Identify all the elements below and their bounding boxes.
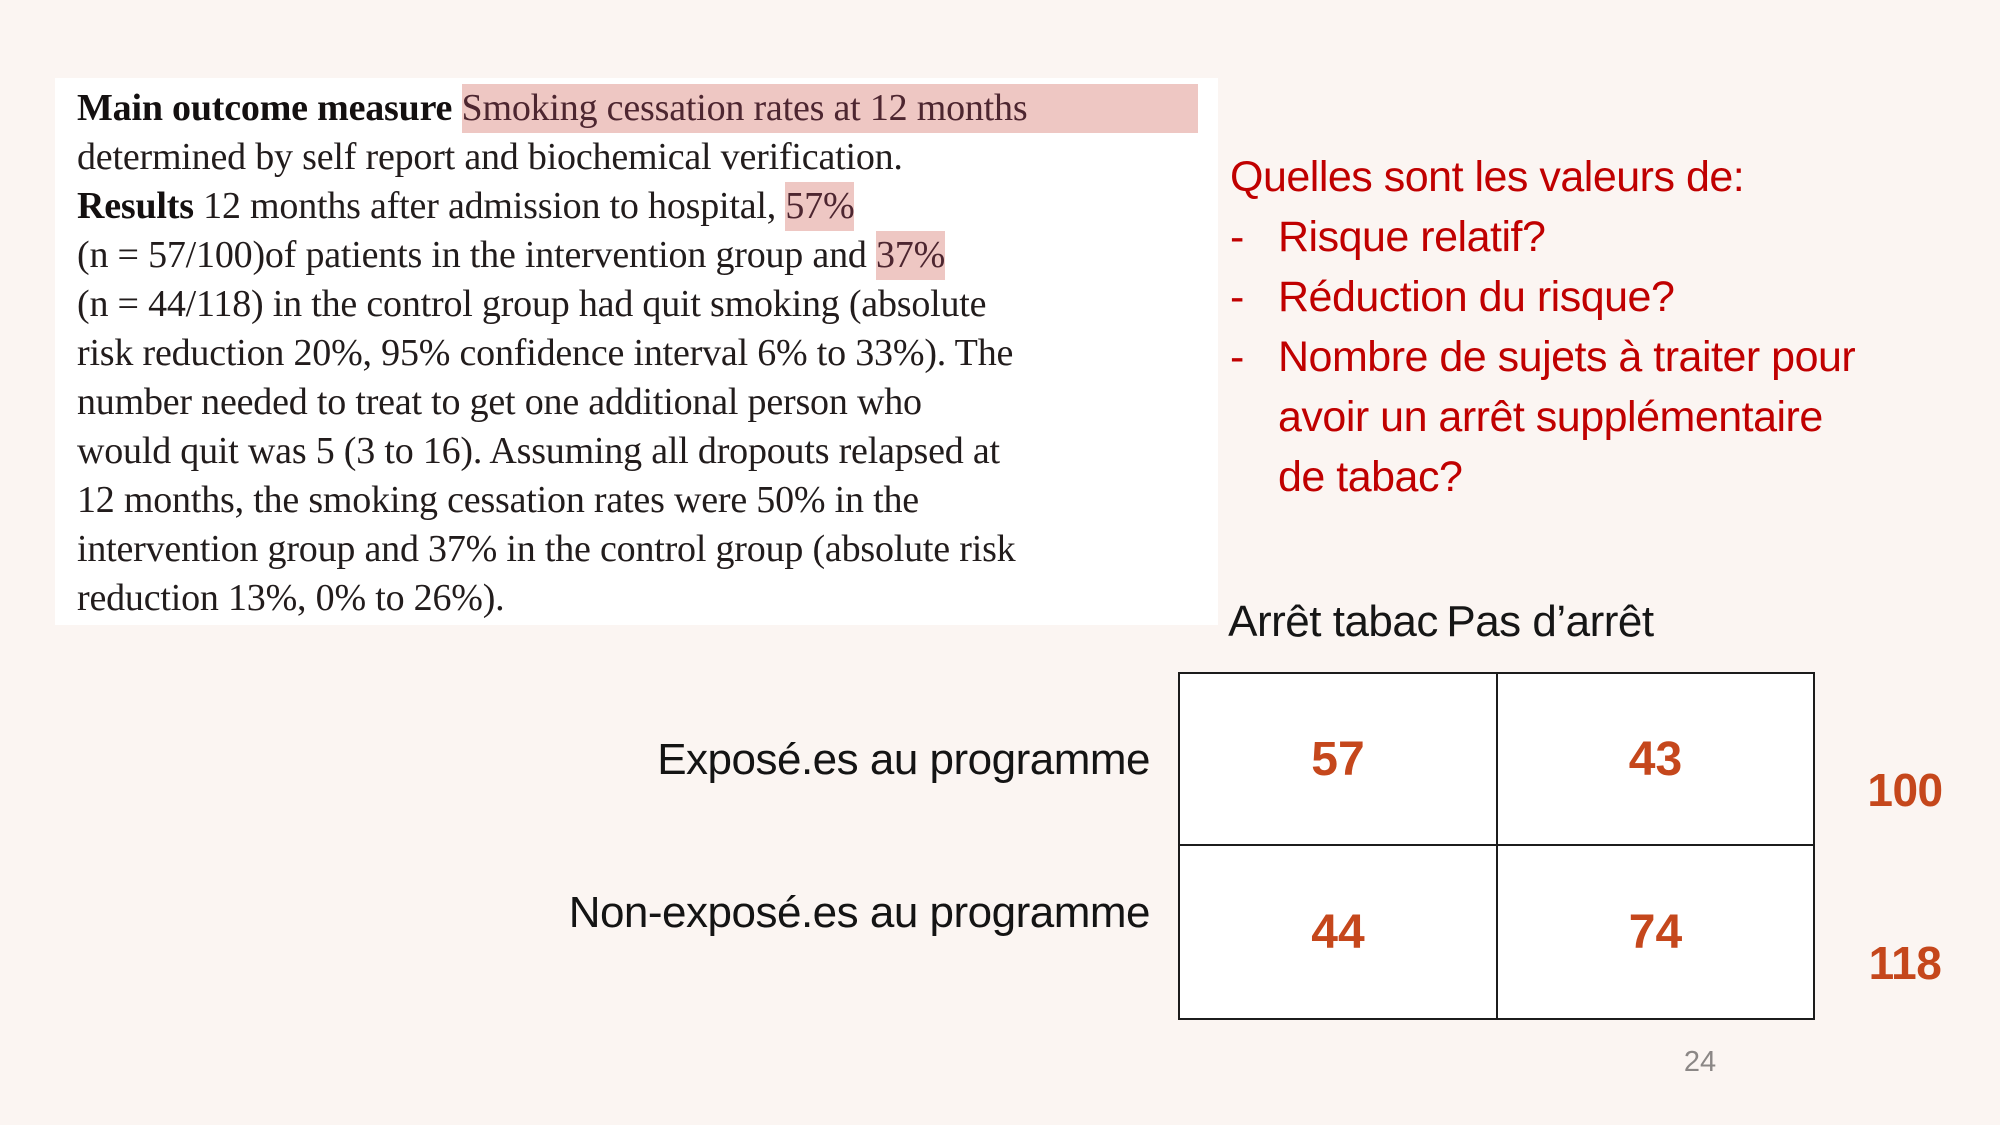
questions-intro: Quelles sont les valeurs de: <box>1230 153 1745 201</box>
table-cell: 57 <box>1180 674 1498 846</box>
row-label-non-expose: Non-exposé.es au programme <box>568 888 1151 937</box>
paper-line: Main outcome measure Smoking cessation r… <box>77 84 1198 133</box>
question-text: Nombre de sujets à traiter pour avoir un… <box>1278 327 1856 507</box>
paper-line: reduction 13%, 0% to 26%). <box>77 574 1198 623</box>
paper-segment: (n = 44/118) in the control group had qu… <box>77 283 987 325</box>
table-cell: 43 <box>1498 674 1813 846</box>
paper-segment: determined by self report and biochemica… <box>77 136 903 178</box>
paper-segment: Results <box>77 185 204 227</box>
page-number: 24 <box>1683 1046 1717 1078</box>
paper-segment: reduction 13%, 0% to 26%). <box>77 577 505 619</box>
paper-segment: risk reduction 20%, 95% confidence inter… <box>77 332 1014 374</box>
paper-line: determined by self report and biochemica… <box>77 133 1198 182</box>
row-total: 118 <box>1868 937 1942 989</box>
paper-segment: Smoking cessation rates at 12 months <box>461 84 1198 133</box>
column-header-arret-tabac: Arrêt tabac <box>1228 597 1438 646</box>
row-total: 100 <box>1867 764 1943 816</box>
paper-line: number needed to treat to get one additi… <box>77 378 1198 427</box>
question-text-line: de tabac? <box>1278 453 1463 501</box>
paper-line: would quit was 5 (3 to 16). Assuming all… <box>77 427 1198 476</box>
question-text-line: avoir un arrêt supplémentaire <box>1278 393 1823 441</box>
paper-segment: 12 months, the smoking cessation rates w… <box>77 479 919 521</box>
paper-segment: (n = 57/100)of patients in the intervent… <box>77 234 876 276</box>
paper-abstract: Main outcome measure Smoking cessation r… <box>55 78 1218 625</box>
table-cell: 74 <box>1628 905 1683 959</box>
question-item: - Risque relatif? <box>1230 207 1950 267</box>
paper-segment: number needed to treat to get one additi… <box>77 381 922 423</box>
paper-line: risk reduction 20%, 95% confidence inter… <box>77 329 1198 378</box>
row-label-expose: Exposé.es au programme <box>657 735 1150 784</box>
paper-line: intervention group and 37% in the contro… <box>77 525 1198 574</box>
table-cell: 44 <box>1180 846 1498 1018</box>
paper-line: Results 12 months after admission to hos… <box>77 182 1198 231</box>
paper-text: Main outcome measure Smoking cessation r… <box>77 84 1198 623</box>
paper-line: (n = 57/100)of patients in the intervent… <box>77 231 1198 280</box>
column-header-pas-darret: Pas d’arrêt <box>1446 597 1654 646</box>
question-text: Risque relatif? <box>1278 213 1546 261</box>
paper-line: 12 months, the smoking cessation rates w… <box>77 476 1198 525</box>
paper-line: (n = 44/118) in the control group had qu… <box>77 280 1198 329</box>
question-item: - Réduction du risque? <box>1230 267 1950 327</box>
two-by-two-table: 57 43 44 74 <box>1178 672 1815 1020</box>
question-item: - Nombre de sujets à traiter pour avoir … <box>1230 327 1950 507</box>
paper-segment: 57% <box>785 182 855 231</box>
paper-segment: would quit was 5 (3 to 16). Assuming all… <box>77 430 1000 472</box>
bullet-dash: - <box>1230 273 1244 321</box>
bullet-dash: - <box>1230 213 1244 261</box>
paper-segment: Main outcome measure <box>77 87 462 129</box>
paper-segment: 37% <box>875 231 945 280</box>
question-text: Réduction du risque? <box>1278 273 1675 321</box>
paper-segment: 12 months after admission to hospital, <box>203 185 786 227</box>
bullet-dash: - <box>1230 333 1244 381</box>
questions-block: Quelles sont les valeurs de: - Risque re… <box>1230 147 1950 507</box>
paper-segment: intervention group and 37% in the contro… <box>77 528 1016 570</box>
question-text-line: Nombre de sujets à traiter pour <box>1278 333 1856 381</box>
